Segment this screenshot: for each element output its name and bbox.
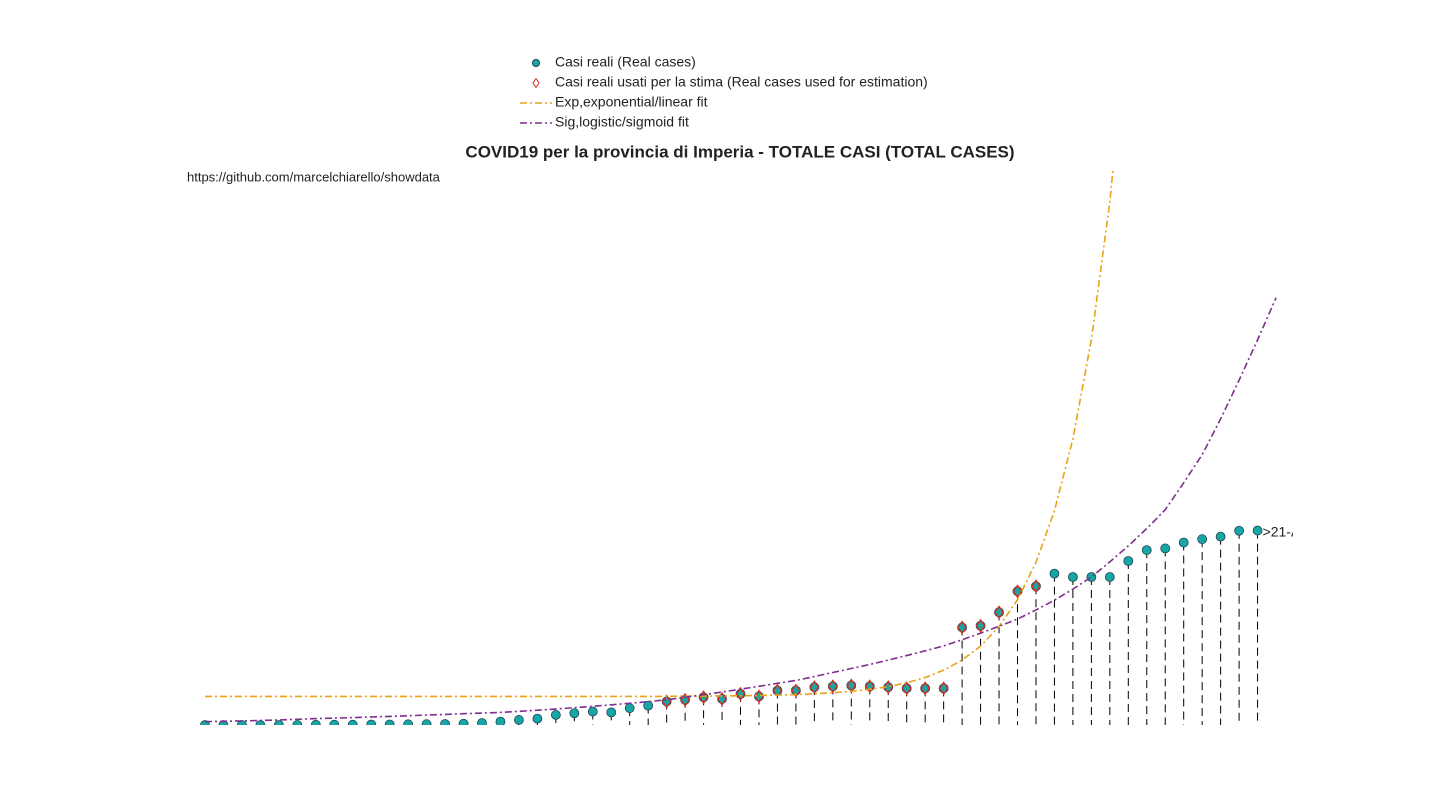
chart-title: COVID19 per la provincia di Imperia - TO…: [465, 142, 1014, 161]
data-point: [421, 719, 432, 725]
data-point: [735, 688, 746, 699]
data-point: [273, 720, 284, 725]
data-point: [1031, 581, 1041, 592]
data-point: [661, 696, 672, 707]
fit-line: [205, 170, 1114, 698]
watermark: https://github.com/marcelchiarello/showd…: [187, 169, 441, 184]
legend-swatch: [532, 77, 540, 89]
data-point: [938, 683, 949, 694]
data-point: [772, 685, 783, 696]
data-point: [514, 715, 524, 725]
data-point: [606, 707, 617, 718]
data-point: [329, 719, 340, 725]
data-point: [920, 681, 930, 696]
annotation: >21-Apr(1156): [1263, 523, 1353, 539]
data-point: [384, 719, 395, 725]
data-point: [883, 680, 893, 695]
data-point: [1197, 534, 1208, 545]
data-point: [994, 607, 1004, 618]
data-point: [1086, 572, 1097, 582]
data-point: [403, 719, 414, 725]
data-point: [587, 706, 598, 717]
data-point: [846, 680, 857, 691]
data-point: [1215, 531, 1226, 542]
data-point: [680, 692, 690, 707]
data-point: [809, 682, 820, 693]
legend-label: Casi reali (Real cases): [555, 54, 696, 70]
data-point: [901, 681, 912, 696]
data-point: [1104, 572, 1115, 582]
data-point: [1123, 556, 1134, 566]
data-point: [255, 720, 266, 725]
data-point: [901, 683, 912, 694]
data-point: [1160, 543, 1171, 554]
legend-label: Casi reali usati per la stima (Real case…: [555, 74, 928, 90]
data-point: [754, 689, 764, 704]
data-point: [1068, 572, 1078, 582]
data-point: [920, 683, 931, 694]
data-point: [624, 703, 635, 714]
data-point: [477, 718, 487, 725]
legend-swatch: [532, 59, 540, 67]
legend-label: Sig,logistic/sigmoid fit: [555, 114, 689, 130]
data-point: [440, 719, 450, 725]
data-point: [809, 680, 820, 695]
data-point: [1012, 584, 1023, 599]
data-point: [643, 700, 654, 711]
data-point: [957, 620, 967, 635]
data-point: [292, 720, 303, 725]
data-point: [957, 622, 968, 633]
data-point: [347, 719, 358, 725]
data-point: [1031, 579, 1041, 594]
data-point: [1252, 525, 1263, 536]
plot-area: [186, 170, 1293, 725]
data-point: [735, 686, 746, 701]
data-point: [495, 716, 506, 725]
data-point: [458, 718, 469, 725]
data-point: [827, 681, 838, 692]
data-point: [310, 719, 321, 725]
data-point: [791, 683, 801, 698]
data-point: [1234, 525, 1244, 536]
data-point: [717, 691, 727, 707]
data-point: [366, 719, 377, 725]
data-point: [1049, 568, 1060, 579]
data-point: [975, 620, 986, 631]
legend-label: Exp,exponential/linear fit: [555, 94, 708, 110]
data-point: [1178, 537, 1189, 548]
data-point: [550, 710, 561, 720]
data-point: [828, 679, 838, 694]
fit-line: [204, 297, 1277, 723]
data-point: [975, 618, 986, 633]
data-point: [791, 685, 801, 696]
data-point: [237, 720, 247, 725]
data-point: [569, 708, 580, 719]
data-point: [865, 679, 875, 694]
data-point: [772, 683, 783, 698]
data-point: [532, 713, 543, 724]
data-point: [1141, 545, 1152, 555]
data-point: [938, 681, 949, 696]
data-point: [994, 605, 1004, 620]
data-point: [661, 694, 672, 709]
data-point: [754, 691, 764, 702]
